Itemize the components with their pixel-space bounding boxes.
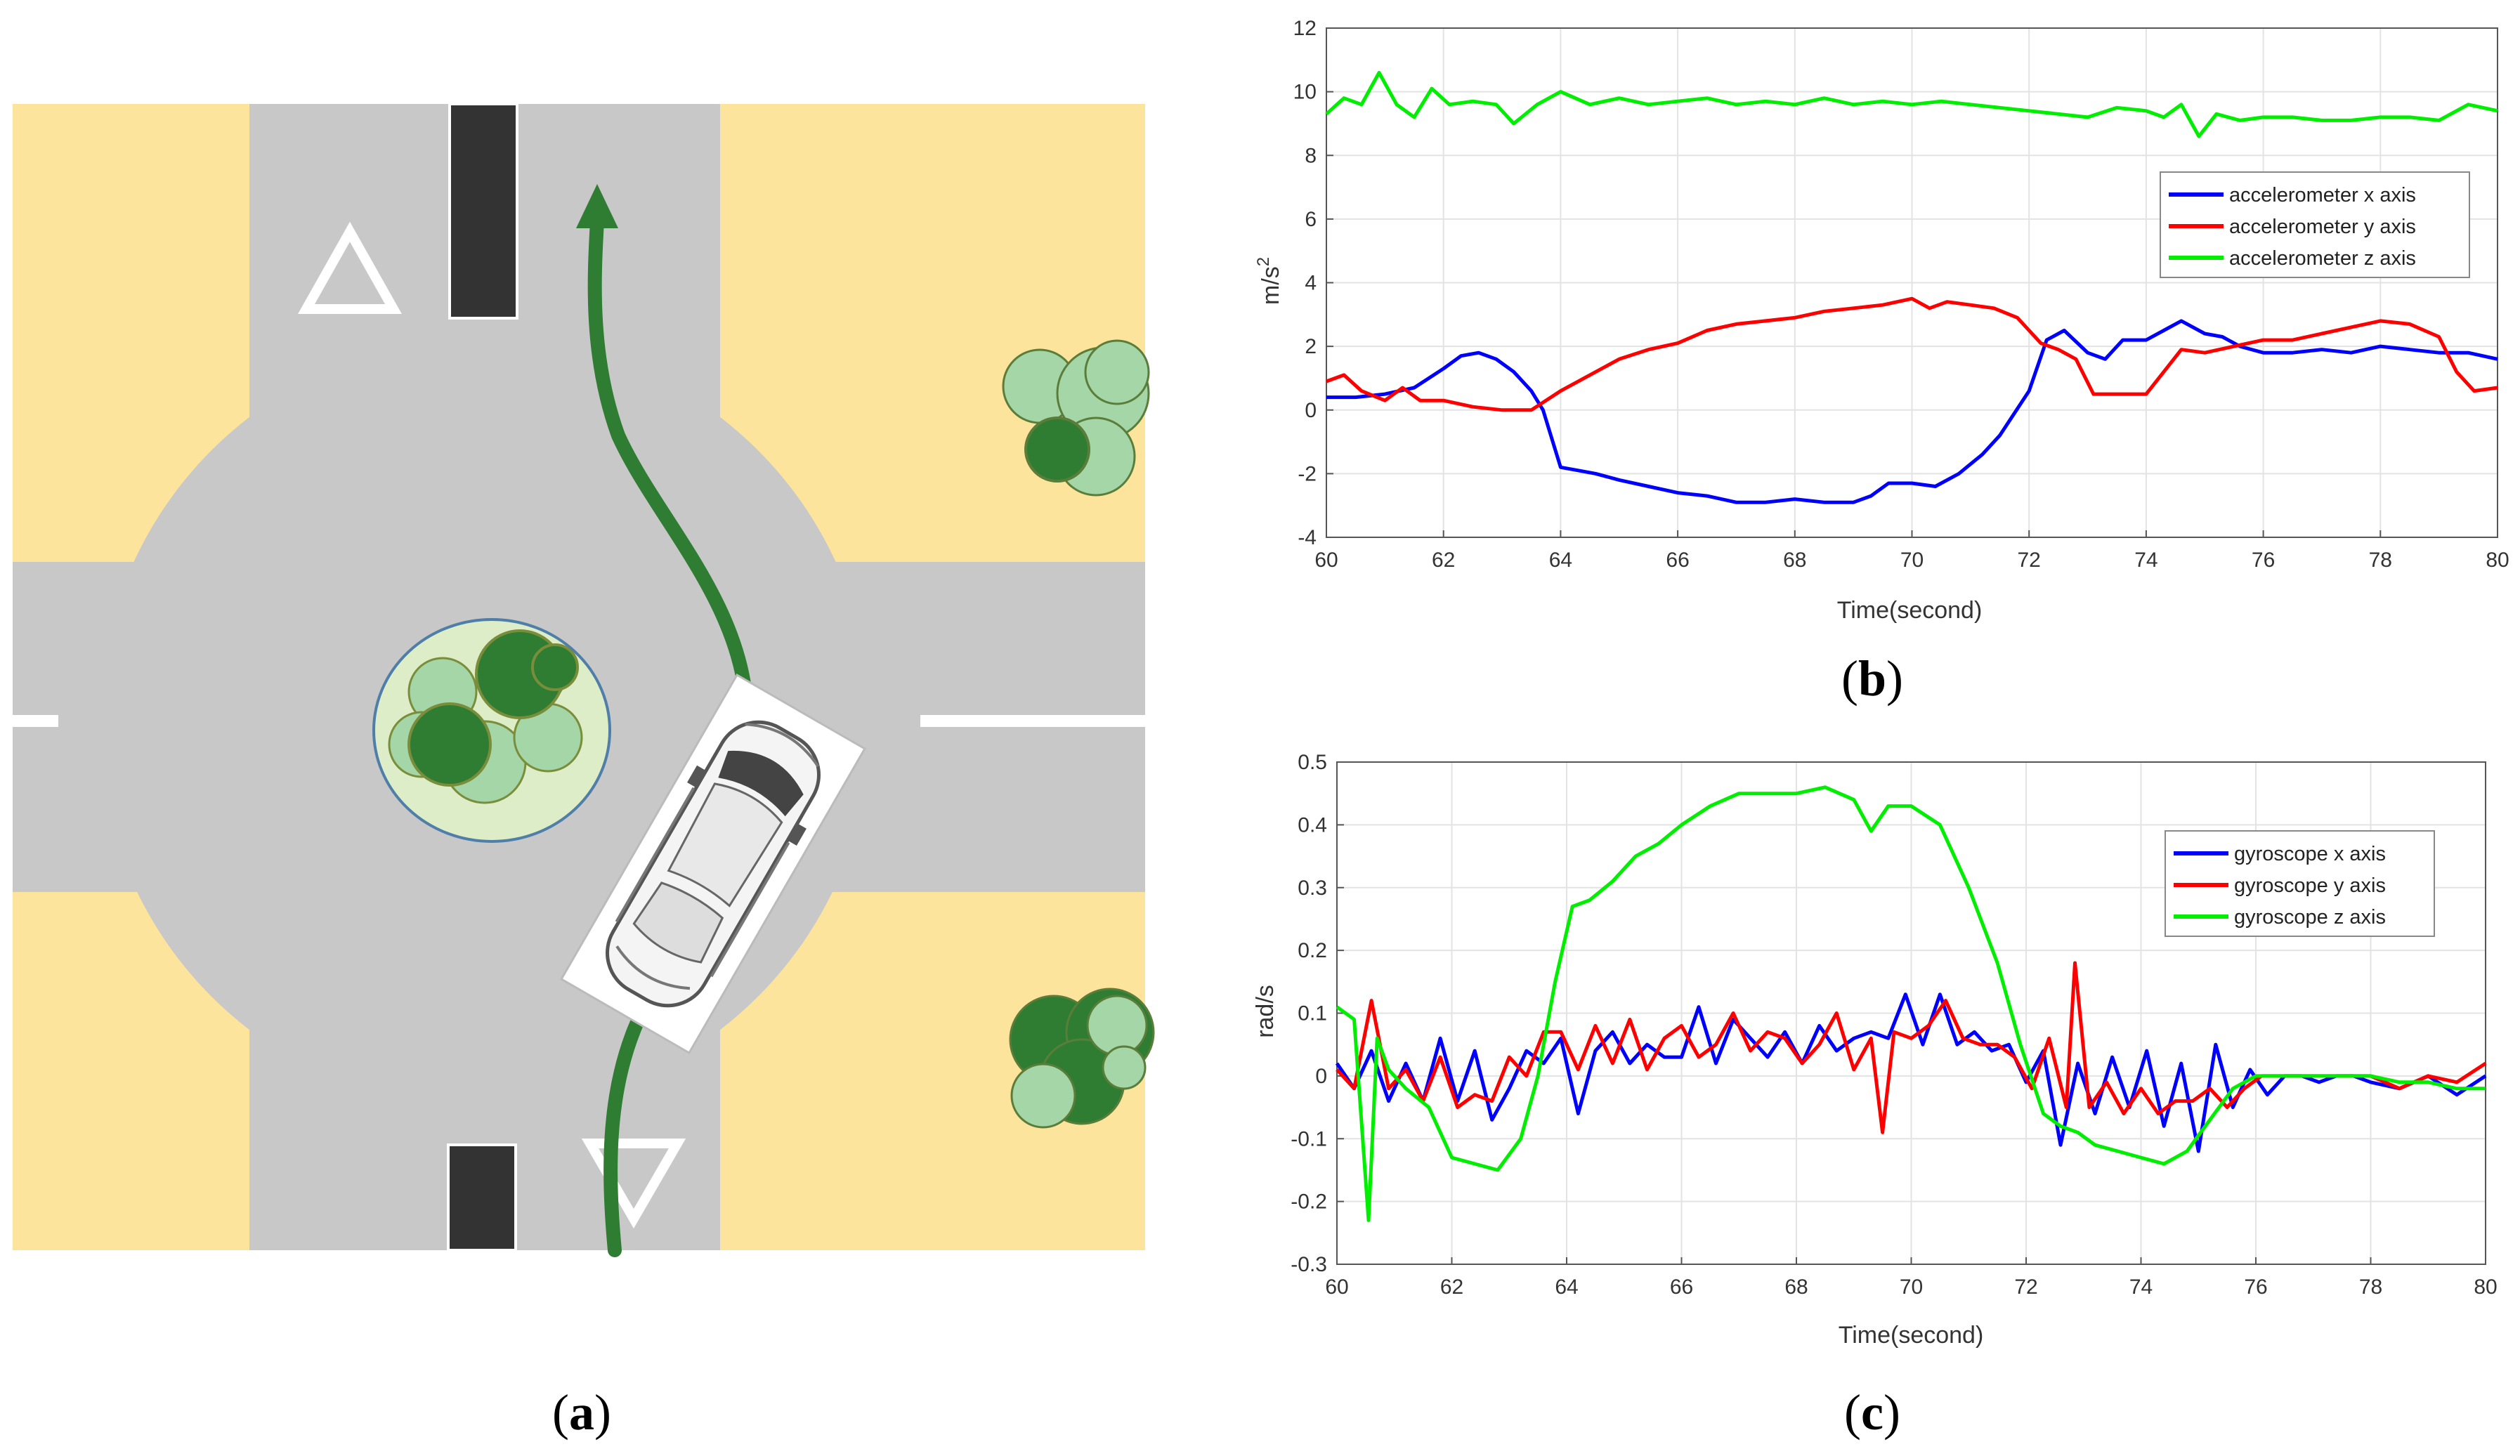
- y-axis-label: rad/s: [1252, 985, 1279, 1038]
- y-tick-label: 8: [1305, 144, 1317, 167]
- x-tick-label: 66: [1670, 1275, 1693, 1299]
- x-tick-label: 64: [1555, 1275, 1578, 1299]
- legend: accelerometer x axis accelerometer y axis…: [2160, 171, 2470, 278]
- caption-b-letter: b: [1858, 650, 1886, 707]
- legend-entry: accelerometer y axis: [2229, 216, 2416, 238]
- y-tick-label: -0.2: [1291, 1191, 1327, 1214]
- x-tick-label: 76: [2244, 1275, 2267, 1299]
- caption-b-open: (: [1841, 650, 1858, 707]
- x-axis-label: Time(second): [1837, 597, 1983, 624]
- y-tick-label: 0.4: [1298, 813, 1327, 837]
- series-line-gyroscope-y-axis: [1336, 961, 2487, 1134]
- caption-c: (c): [1844, 1384, 1900, 1441]
- accelerometer-chart: 60 62 64 66 68 70 72 74 76 78 80-4-2024681012Time(…: [1254, 17, 2509, 624]
- x-tick-label: 74: [2129, 1275, 2153, 1299]
- legend-entry: gyroscope x axis: [2234, 843, 2386, 865]
- yield-sign-icon: [298, 221, 402, 314]
- x-tick-label: 72: [2018, 549, 2041, 572]
- caption-b-close: ): [1886, 650, 1903, 707]
- x-tick-label: 74: [2134, 549, 2157, 572]
- series-line-accelerometer-y-axis: [1326, 296, 2498, 412]
- x-tick-label: 64: [1549, 549, 1572, 572]
- x-tick-label: 80: [2474, 1275, 2497, 1299]
- legend-entry: accelerometer z axis: [2229, 247, 2416, 270]
- lane-mark-left: [13, 715, 58, 727]
- x-tick-label: 70: [1900, 1275, 1923, 1299]
- caption-a: (a): [552, 1384, 611, 1441]
- y-tick-label: 0: [1315, 1065, 1327, 1088]
- tree-icon: [1009, 988, 1155, 1129]
- crossing-bar-top: [448, 103, 518, 320]
- legend-entry: gyroscope z axis: [2234, 906, 2386, 929]
- tree-icon: [1002, 339, 1150, 497]
- crossing-bar-bottom: [447, 1143, 517, 1252]
- x-tick-label: 60: [1325, 1275, 1348, 1299]
- y-tick-label: 0.5: [1298, 751, 1327, 774]
- series-line-gyroscope-z-axis: [1336, 785, 2486, 1222]
- caption-c-letter: c: [1861, 1384, 1884, 1441]
- series-line-accelerometer-x-axis: [1326, 319, 2498, 504]
- x-axis-label: Time(second): [1839, 1322, 1984, 1349]
- x-tick-label: 62: [1440, 1275, 1463, 1299]
- path-arrowhead-icon: [576, 184, 618, 228]
- y-tick-label: 0.3: [1298, 877, 1327, 900]
- y-axis-label: m/s2: [1254, 257, 1284, 305]
- x-tick-label: 68: [1784, 1275, 1808, 1299]
- tree-icon: [388, 629, 583, 804]
- x-tick-label: 78: [2369, 549, 2392, 572]
- caption-a-close: ): [594, 1384, 611, 1441]
- svg-text:(a): (a): [552, 1384, 611, 1441]
- x-tick-label: 78: [2359, 1275, 2382, 1299]
- lane-mark-right: [920, 715, 1145, 727]
- roundabout-scene: [13, 103, 1155, 1257]
- y-tick-label: 2: [1305, 335, 1317, 358]
- x-tick-label: 66: [1666, 549, 1689, 572]
- x-tick-label: 80: [2486, 549, 2509, 572]
- y-tick-label: 12: [1293, 17, 1317, 40]
- y-tick-label: 0.2: [1298, 939, 1327, 962]
- gyroscope-chart: 60 62 64 66 68 70 72 74 76 78 80 -0.3 -0.2 -0.1 0 0.1 0.…: [1252, 751, 2498, 1349]
- y-tick-label: -0.1: [1291, 1127, 1327, 1150]
- x-tick-label: 62: [1432, 549, 1455, 572]
- caption-c-open: (: [1844, 1384, 1861, 1441]
- y-tick-label: 0: [1305, 399, 1317, 422]
- x-tick-label: 70: [1900, 549, 1924, 572]
- x-tick-label: 60: [1314, 549, 1338, 572]
- caption-a-open: (: [552, 1384, 569, 1441]
- y-tick-label: 10: [1293, 81, 1317, 104]
- y-tick-label: 4: [1305, 272, 1317, 295]
- y-tick-label: -4: [1298, 526, 1317, 549]
- caption-c-close: ): [1884, 1384, 1900, 1441]
- svg-text:(b): (b): [1841, 650, 1903, 707]
- legend-entry: accelerometer x axis: [2229, 184, 2416, 206]
- legend-entry: gyroscope y axis: [2234, 874, 2386, 897]
- y-tick-label: -2: [1298, 462, 1317, 485]
- x-tick-label: 72: [2014, 1275, 2037, 1299]
- x-tick-label: 76: [2252, 549, 2275, 572]
- x-tick-label: 68: [1783, 549, 1806, 572]
- y-tick-label: -0.3: [1291, 1253, 1327, 1276]
- svg-text:(c): (c): [1844, 1384, 1900, 1441]
- car-icon: [560, 673, 866, 1055]
- caption-a-letter: a: [569, 1384, 594, 1441]
- y-tick-label: 0.1: [1298, 1002, 1327, 1025]
- legend: gyroscope x axis gyroscope y axis gyroscop…: [2165, 830, 2435, 937]
- central-island: [372, 618, 611, 843]
- y-tick-label: 6: [1305, 208, 1317, 231]
- series-line-accelerometer-z-axis: [1325, 70, 2498, 138]
- caption-b: (b): [1841, 650, 1903, 707]
